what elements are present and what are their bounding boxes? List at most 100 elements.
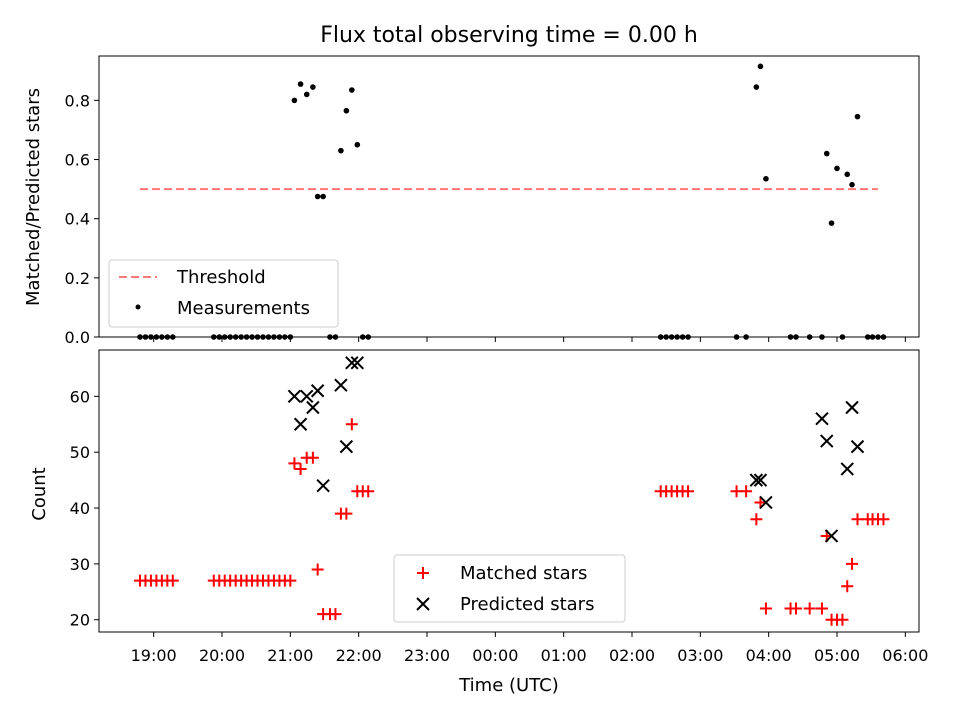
measurement-point	[314, 193, 321, 200]
matched-star-point	[759, 602, 772, 615]
top-axes-frame	[98, 55, 920, 338]
x-tick-label: 02:00	[609, 646, 655, 665]
predicted-star-point	[820, 434, 834, 448]
y-tick-label: 0.6	[65, 151, 90, 170]
predicted-star-point	[293, 417, 308, 431]
matched-star-point	[877, 513, 890, 526]
x-tick-label: 00:00	[472, 646, 518, 665]
matched-star-point	[329, 608, 342, 621]
matched-star-point	[284, 574, 297, 587]
legend-predicted-swatch	[416, 597, 430, 611]
top-x-ticks	[153, 337, 906, 342]
measurement-point	[338, 147, 344, 154]
predicted-star-point	[815, 411, 829, 426]
y-tick-label: 50	[70, 443, 90, 462]
matched-star-point	[306, 451, 319, 464]
predicted-star-point	[850, 439, 865, 454]
top-y-ticks: 0.0 0.2 0.4 0.6 0.8	[65, 91, 99, 347]
x-tick-label: 01:00	[541, 646, 587, 665]
matched-star-point	[815, 602, 828, 615]
x-tick-label: 03:00	[677, 646, 723, 665]
predicted-star-point	[759, 495, 773, 510]
top-panel: Flux total observing time = 0.00 h 0.0 0.…	[23, 23, 920, 347]
matched-star-point	[836, 613, 849, 626]
matched-star-point	[846, 557, 859, 570]
measurement-point	[854, 113, 861, 120]
bottom-legend-frame	[393, 554, 626, 623]
top-marks	[137, 63, 887, 340]
predicted-star-point	[749, 473, 764, 487]
y-tick-label: 0.0	[65, 328, 90, 347]
legend-matched-swatch	[417, 567, 429, 579]
predicted-star-point	[334, 378, 348, 392]
x-axis-label: Time (UTC)	[458, 675, 559, 696]
matched-star-point	[288, 457, 301, 470]
predicted-star-point	[345, 356, 359, 370]
matched-star-point	[362, 485, 375, 498]
predicted-star-point	[300, 389, 314, 404]
y-tick-label: 30	[70, 555, 90, 574]
top-y-axis-label: Matched/Predicted stars	[23, 88, 44, 306]
matched-star-point	[682, 485, 695, 498]
measurement-point	[310, 84, 316, 90]
matched-star-point	[740, 485, 753, 498]
bottom-legend: Matched stars Predicted stars	[393, 554, 626, 623]
matched-star-point	[166, 574, 179, 587]
measurement-point	[823, 150, 830, 157]
measurement-point	[757, 63, 764, 70]
matched-star-point	[790, 602, 802, 615]
x-tick-label: 23:00	[404, 646, 450, 665]
measurement-point	[291, 97, 298, 104]
predicted-star-point	[350, 356, 365, 370]
y-tick-label: 0.4	[65, 210, 90, 229]
bottom-panel: 20 30 40 50 60 19:00 20:00 21:00 22:00 23:00 00:0…	[29, 349, 928, 696]
measurement-point	[753, 84, 760, 90]
bottom-x-ticks: 19:00 20:00 21:00 22:00 23:00 00:00 01:00 02:00…	[131, 632, 928, 665]
measurement-point	[303, 91, 310, 98]
predicted-star-point	[306, 400, 320, 415]
y-tick-label: 20	[70, 611, 90, 630]
matched-star-point	[345, 418, 358, 431]
predicted-star-point	[310, 384, 325, 398]
legend-predicted-label: Predicted stars	[460, 594, 594, 615]
x-tick-label: 22:00	[336, 646, 382, 665]
matched-star-point	[841, 580, 854, 593]
bottom-axes-frame	[98, 349, 920, 633]
x-tick-label: 04:00	[746, 646, 792, 665]
measurement-point	[297, 81, 304, 87]
matched-star-point	[851, 513, 864, 526]
matched-star-point	[311, 563, 324, 576]
predicted-star-point	[339, 439, 354, 454]
predicted-star-point	[845, 400, 859, 415]
legend-threshold-label: Threshold	[176, 267, 266, 288]
measurement-point	[349, 87, 355, 93]
top-legend: Threshold Measurements	[108, 259, 339, 328]
matched-star-point	[750, 513, 763, 526]
bottom-y-ticks: 20 30 40 50 60	[70, 387, 99, 630]
x-tick-label: 20:00	[199, 646, 245, 665]
measurement-point	[763, 175, 769, 182]
predicted-star-point	[316, 478, 330, 493]
x-tick-label: 05:00	[814, 646, 860, 665]
legend-measurements-swatch	[135, 304, 141, 310]
matched-star-point	[340, 507, 353, 520]
measurement-point	[354, 141, 361, 148]
measurement-point	[834, 165, 840, 172]
x-tick-label: 19:00	[131, 646, 177, 665]
chart-title: Flux total observing time = 0.00 h	[320, 23, 698, 48]
y-tick-label: 0.8	[65, 91, 90, 110]
y-tick-label: 60	[70, 387, 90, 406]
top-legend-frame	[108, 259, 339, 328]
predicted-star-point	[824, 529, 839, 543]
predicted-star-point	[753, 473, 768, 487]
bottom-y-axis-label: Count	[29, 467, 50, 520]
matched-star-point	[294, 462, 307, 475]
x-tick-label: 06:00	[882, 646, 928, 665]
predicted-star-point	[840, 462, 854, 476]
x-tick-label: 21:00	[267, 646, 313, 665]
measurement-point	[849, 181, 855, 188]
measurement-point	[844, 171, 851, 178]
measurement-point	[828, 220, 835, 226]
measurement-point	[320, 193, 326, 200]
